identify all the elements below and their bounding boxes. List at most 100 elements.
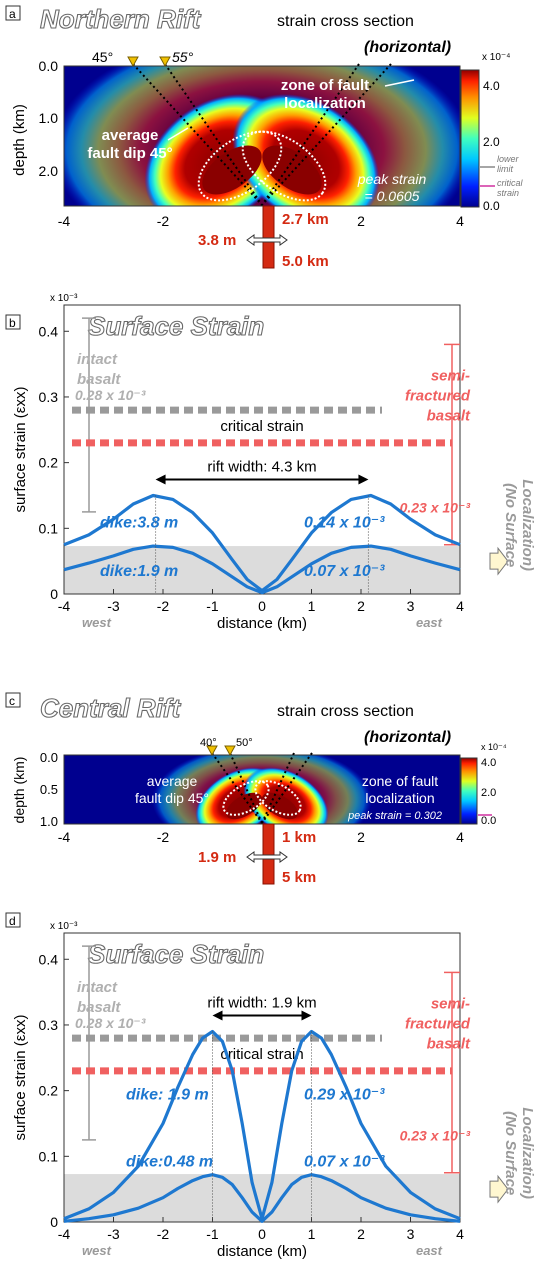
tick-label: 1.0	[40, 814, 58, 829]
semi-fractured-label: semi-	[431, 996, 470, 1013]
tick-label: 0.5	[40, 782, 58, 797]
panel-title: Central Rift	[40, 693, 181, 723]
critical-strain-label: critical strain	[220, 418, 303, 435]
colorbar	[460, 69, 480, 208]
tick-label: 0.2	[39, 455, 59, 471]
intact-basalt-value: 0.28 x 10⁻³	[75, 1015, 146, 1031]
tick-label: 0.1	[39, 1148, 59, 1164]
dike-label: dike:0.48 m	[126, 1154, 213, 1171]
peak-strain: = 0.0605	[365, 188, 420, 204]
colorbar-exponent: x 10⁻⁴	[482, 52, 510, 63]
critical-strain-label: strain	[497, 188, 519, 198]
panel-a: a Northern Rift strain cross section (ho…	[5, 3, 524, 270]
dip-marker-icon	[224, 745, 236, 757]
no-localization-zone	[64, 546, 460, 594]
rift-width-label: rift width: 4.3 km	[207, 458, 316, 475]
tick-label: 3	[407, 1226, 415, 1242]
dike-label: dike:1.9 m	[100, 563, 178, 580]
tick-label: 2	[357, 829, 365, 845]
dip-note: fault dip 45°	[87, 145, 172, 162]
panel-title: Northern Rift	[40, 4, 202, 34]
semi-fractured-label: basalt	[427, 408, 471, 425]
colorbar-tick: 2.0	[483, 135, 500, 149]
dike-label: dike: 1.9 m	[126, 1087, 209, 1104]
colorbar-tick: 0.0	[483, 199, 500, 213]
no-localization-label: (No Surface	[502, 483, 519, 567]
colorbar-tick: 4.0	[483, 79, 500, 93]
strain-series-1	[63, 1029, 461, 1221]
dike-top-label: 2.7 km	[282, 211, 329, 228]
tick-label: -2	[157, 213, 170, 229]
semi-fractured-label: fractured	[405, 388, 471, 405]
panel-subtitle: strain cross section	[277, 703, 414, 720]
panel-subtitle2: (horizontal)	[364, 729, 451, 746]
tick-label: 4	[456, 829, 464, 845]
dip-note: fault dip 45°	[135, 790, 209, 806]
panel-letter-box	[5, 314, 21, 330]
axis-label-y: surface strain (εxx)	[12, 1015, 29, 1141]
intact-basalt-label: basalt	[77, 999, 121, 1016]
peak-value-label: 0.07 x 10⁻³	[304, 563, 385, 580]
opening-label: 3.8 m	[198, 232, 236, 249]
tick-label: 0.4	[39, 951, 59, 967]
tick-label: 2	[357, 1226, 365, 1242]
panel-letter-box	[5, 692, 21, 708]
tick-label: -1	[206, 598, 219, 614]
zone-label: zone of fault	[281, 77, 369, 94]
tick-label: -2	[157, 598, 170, 614]
x-ticks: -4 -2 2 4	[58, 829, 464, 845]
panel-letter: b	[9, 316, 16, 330]
strain-series-1	[63, 493, 461, 593]
semi-fractured-value: 0.23 x 10⁻³	[400, 1127, 471, 1143]
colorbar-tick: 2.0	[481, 787, 496, 799]
arrow-head-icon	[358, 474, 369, 485]
peak-strain: peak strain = 0.302	[347, 810, 442, 822]
side-label-east: east	[416, 1243, 443, 1258]
dike	[262, 823, 275, 885]
plot-title: Surface Strain	[88, 311, 264, 341]
heatmap-frame	[63, 754, 461, 825]
tick-label: -4	[58, 1226, 71, 1242]
arrow-head-icon	[212, 1010, 223, 1021]
tick-label: 0.0	[40, 750, 58, 765]
zone-arrow	[384, 79, 415, 87]
semi-fractured-label: basalt	[427, 1036, 471, 1053]
tick-label: 0.4	[39, 323, 59, 339]
critical-strain-label: critical	[497, 178, 524, 188]
x-ticks: -4 -2 2 4	[58, 213, 464, 229]
axis-label-x: distance (km)	[217, 615, 307, 632]
axis-label-y: depth (km)	[11, 104, 28, 176]
opening-label: 1.9 m	[198, 849, 236, 866]
tick-label: 0.2	[39, 1083, 59, 1099]
intact-basalt-label: intact	[77, 979, 118, 996]
dike-bottom-label: 5.0 km	[282, 253, 329, 270]
peak-value-label: 0.07 x 10⁻³	[304, 1154, 385, 1171]
tick-label: -3	[107, 1226, 120, 1242]
intact-basalt-label: intact	[77, 351, 118, 368]
fault-lines	[132, 63, 392, 206]
opening-arrow-icon	[246, 851, 288, 863]
panel-c: c Central Rift strain cross section (hor…	[5, 692, 507, 886]
zone-label: localization	[365, 790, 434, 806]
dip-label: 45°	[92, 49, 113, 65]
semi-fractured-label: semi-	[431, 368, 470, 385]
dip-arrow	[167, 127, 189, 141]
panel-b: b x 10⁻³ 0 0.1 0.2 0.3 0.4 -4 -3 -2 -1 0 1 2 3 4 distan…	[5, 293, 535, 632]
critical-strain-label: critical strain	[220, 1046, 303, 1063]
panel-letter: d	[9, 914, 16, 928]
lower-limit-label: limit	[497, 164, 513, 174]
tick-label: 1	[308, 1226, 316, 1242]
localization-zone-left	[197, 130, 283, 202]
tick-label: 2	[357, 598, 365, 614]
tick-label: 3	[407, 598, 415, 614]
tick-label: 4	[456, 598, 464, 614]
pointer-arrow-icon	[489, 1174, 509, 1204]
panel-letter: a	[9, 7, 16, 21]
tick-label: 0.0	[39, 58, 59, 74]
dip-label: 40°	[200, 737, 217, 749]
lower-limit-label: lower	[497, 154, 520, 164]
tick-label: 0	[50, 1214, 58, 1230]
strain-series-2	[63, 544, 461, 595]
intact-basalt-value: 0.28 x 10⁻³	[75, 387, 146, 403]
